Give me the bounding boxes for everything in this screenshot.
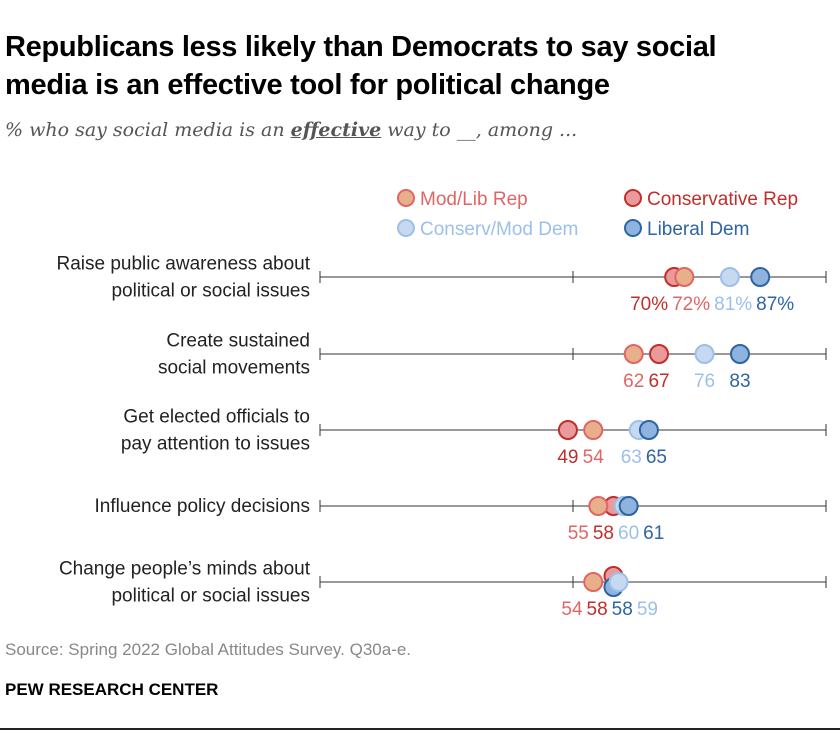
data-label: 58 [587,599,608,620]
category-label: political or social issues [111,586,310,607]
bottom-rule [0,728,840,730]
data-label: 87% [756,294,794,315]
data-label: 70% [630,294,668,315]
row-3: Influence policy decisions 55 58 60 61 [95,496,827,544]
row-2: Get elected officials to pay attention to… [121,407,827,468]
data-point [719,267,740,287]
legend-label: Conservative Rep [647,189,798,210]
dot-plot: Mod/Lib Rep Conservative Rep Conserv/Mod D… [57,189,827,620]
data-point [750,267,771,287]
data-label: 62 [623,371,644,392]
category-label: Create sustained [166,331,310,352]
row-1: Create sustained social movements 62 67 76 83 [158,331,827,392]
title-line-1: Republicans less likely than Democrats t… [5,31,717,63]
data-point [638,420,659,440]
legend-marker [397,219,415,237]
category-label: Raise public awareness about [57,254,311,275]
data-label: 60 [618,523,639,544]
subtitle-text-end: way to __, among ... [381,119,578,141]
data-label: 83 [729,371,750,392]
data-label: 67 [648,371,669,392]
data-label: 65 [646,447,667,468]
data-label: 58 [612,599,633,620]
legend-label: Conserv/Mod Dem [420,219,578,240]
category-label: Get elected officials to [123,407,310,428]
category-label: pay attention to issues [121,434,310,455]
data-label: 72% [672,294,710,315]
data-label: 55 [568,523,589,544]
data-point [618,496,639,516]
data-label: 54 [583,447,605,468]
data-point [694,344,715,364]
brand-logo-text: PEW RESEARCH CENTER [5,680,219,699]
data-point [729,344,750,364]
data-point [649,344,670,364]
row-0: Raise public awareness about political or… [57,254,827,315]
title-line-2: media is an effective tool for political… [5,69,610,101]
legend-marker [624,219,642,237]
chart-subtitle: % who say social media is an effective w… [5,119,577,141]
data-point [557,420,578,440]
row-4: Change people’s minds about political or … [59,559,827,620]
data-label: 76 [694,371,715,392]
data-point [674,267,695,287]
data-point [583,420,604,440]
legend-label: Mod/Lib Rep [420,189,528,210]
data-label: 54 [561,599,583,620]
data-point [588,496,609,516]
legend-label: Liberal Dem [647,219,749,240]
category-label: Change people’s minds about [59,559,311,580]
data-label: 49 [557,447,578,468]
data-point [608,572,629,592]
source-note: Source: Spring 2022 Global Attitudes Sur… [5,640,412,659]
subtitle-text: % who say social media is an [5,119,291,141]
data-point [583,572,604,592]
legend-marker [397,189,415,207]
subtitle-emphasis: effective [290,119,382,141]
legend-marker [624,189,642,207]
data-label: 59 [637,599,658,620]
data-label: 61 [643,523,664,544]
data-label: 81% [714,294,752,315]
data-point [623,344,644,364]
data-label: 63 [621,447,642,468]
category-label: social movements [158,358,310,379]
category-label: political or social issues [111,281,310,302]
category-label: Influence policy decisions [95,496,310,517]
chart-title: Republicans less likely than Democrats t… [5,28,717,104]
data-label: 58 [593,523,614,544]
